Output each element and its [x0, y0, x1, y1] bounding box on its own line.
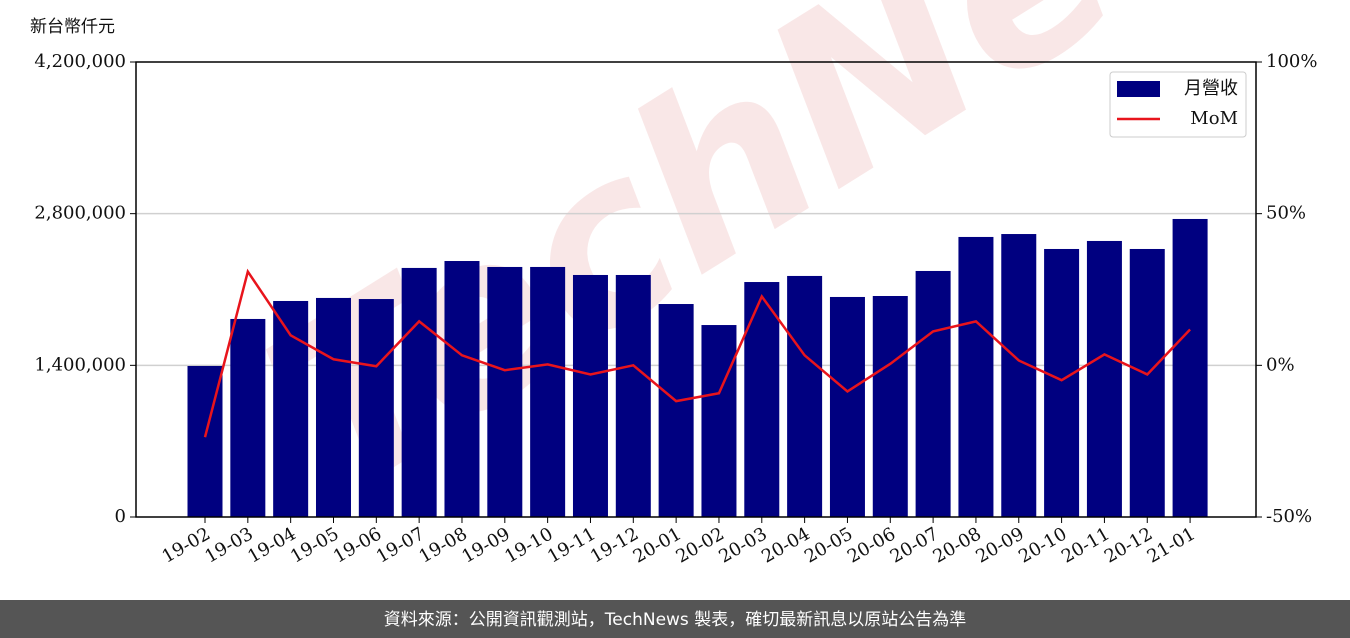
line — [203, 268, 1191, 438]
bar — [872, 296, 908, 517]
x-tick-label: 20-10 — [1015, 523, 1070, 567]
bar — [273, 300, 309, 517]
x-tick-label: 19-11 — [544, 523, 599, 567]
x-tick-label: 20-02 — [673, 523, 728, 567]
legend-label: MoM — [1190, 108, 1238, 129]
x-tick-label: 20-03 — [715, 523, 770, 567]
x-tick-label: 20-07 — [887, 523, 942, 567]
x-tick-label: 19-08 — [416, 523, 471, 567]
bar — [787, 275, 823, 517]
bar — [315, 297, 351, 517]
footer-bar — [0, 600, 1350, 638]
bar — [615, 274, 651, 517]
x-tick-label: 20-08 — [930, 523, 985, 567]
x-tick-label: 19-10 — [501, 523, 556, 567]
plot-frame — [135, 61, 1257, 518]
x-tick-label: 19-03 — [201, 523, 256, 567]
bar — [1086, 240, 1122, 517]
y-tick-label: 2,800,000 — [34, 203, 126, 224]
x-tick-label: 19-12 — [587, 523, 642, 567]
legend-swatch — [1117, 81, 1160, 97]
bar — [915, 270, 951, 517]
bar — [701, 325, 737, 517]
y2-tick-label: -50% — [1266, 506, 1312, 527]
x-tick-label: 19-04 — [244, 523, 299, 567]
x-tick-label: 20-11 — [1058, 523, 1113, 567]
y2-tick-label: 100% — [1266, 51, 1317, 72]
y-tick-label: 0 — [115, 506, 126, 527]
bar — [1001, 234, 1037, 518]
bar — [744, 282, 780, 517]
x-tick-label: 20-09 — [972, 523, 1027, 567]
legend-label: 月營收 — [1184, 78, 1238, 99]
bar — [401, 267, 437, 517]
x-tick-label: 19-02 — [159, 523, 214, 567]
x-tick-label: 20-12 — [1101, 523, 1156, 567]
bar — [1044, 248, 1080, 517]
bar — [572, 274, 608, 517]
bar — [358, 299, 394, 517]
bar — [958, 236, 994, 518]
y-axis-label: 新台幣仟元 — [30, 17, 115, 37]
bar — [829, 296, 865, 517]
x-tick-label: 20-06 — [844, 523, 899, 567]
y2-tick-label: 0% — [1266, 354, 1295, 375]
bar — [1172, 218, 1208, 517]
y-tick-label: 1,400,000 — [34, 354, 126, 375]
x-tick-label: 20-01 — [630, 523, 685, 567]
y2-tick-label: 50% — [1266, 203, 1306, 224]
x-tick-label: 19-05 — [287, 523, 342, 567]
x-tick-label: 21-01 — [1144, 523, 1199, 567]
x-tick-label: 20-04 — [758, 523, 813, 567]
bar — [1129, 248, 1165, 517]
x-tick-label: 19-09 — [458, 523, 513, 567]
bar — [230, 318, 266, 517]
bar — [658, 304, 694, 517]
bar — [530, 266, 566, 517]
bar — [444, 261, 480, 517]
bar — [487, 266, 523, 517]
x-tick-label: 20-05 — [801, 523, 856, 567]
y-tick-label: 4,200,000 — [34, 51, 126, 72]
footer: 資料來源：公開資訊觀測站，TechNews 製表，確切最新訊息以原站公告為準 — [384, 610, 966, 630]
